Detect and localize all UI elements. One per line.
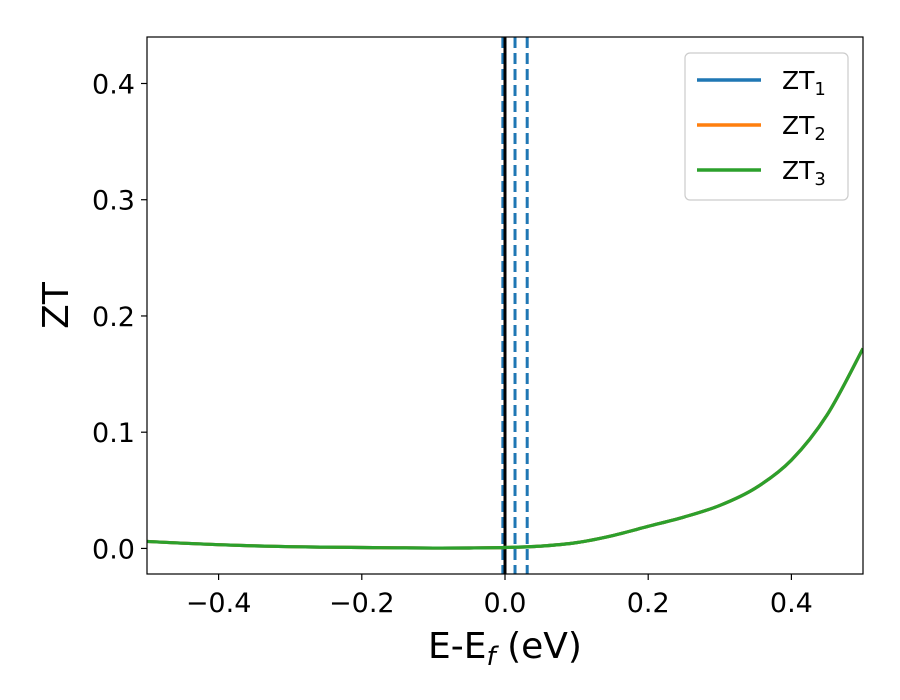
legend-label-zt1: ZT1 bbox=[782, 66, 826, 100]
x-tick-label: 0.2 bbox=[627, 588, 670, 619]
plot-layer bbox=[147, 37, 863, 574]
y-tick-label: 0.4 bbox=[92, 69, 135, 100]
y-tick-label: 0.3 bbox=[92, 186, 135, 217]
series-line-zt3 bbox=[147, 347, 863, 550]
x-tick-label: 0.4 bbox=[770, 588, 813, 619]
x-axis-label-main: E-E bbox=[428, 626, 486, 667]
y-tick-label: 0.0 bbox=[92, 534, 135, 565]
x-axis-label-unit: (eV) bbox=[496, 626, 582, 667]
x-tick-label: 0.0 bbox=[484, 588, 527, 619]
legend-label-zt3: ZT3 bbox=[782, 156, 826, 190]
legend: ZT1 ZT2 ZT3 bbox=[684, 52, 849, 201]
ticks-layer: −0.4 −0.2 0.0 0.2 0.4 0.0 0.1 0.2 0.3 0.4 bbox=[92, 69, 813, 619]
y-tick-label: 0.2 bbox=[92, 302, 135, 333]
x-tick-label: −0.4 bbox=[186, 588, 252, 619]
legend-box bbox=[684, 52, 849, 201]
y-tick-label: 0.1 bbox=[92, 418, 135, 449]
legend-label-zt2: ZT2 bbox=[782, 111, 826, 145]
x-axis-label: E-Ef (eV) bbox=[428, 626, 582, 672]
x-tick-label: −0.2 bbox=[329, 588, 395, 619]
y-axis-label: ZT bbox=[36, 281, 77, 329]
